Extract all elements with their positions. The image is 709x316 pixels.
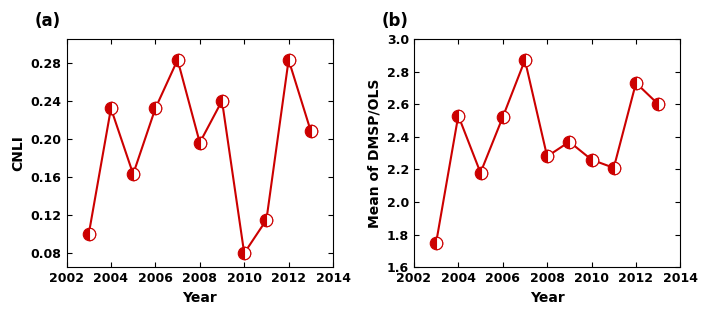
Y-axis label: Mean of DMSP/OLS: Mean of DMSP/OLS [367, 78, 381, 228]
Text: (b): (b) [381, 12, 408, 30]
Y-axis label: CNLI: CNLI [11, 135, 25, 171]
X-axis label: Year: Year [530, 291, 564, 305]
X-axis label: Year: Year [182, 291, 217, 305]
Text: (a): (a) [35, 12, 61, 30]
